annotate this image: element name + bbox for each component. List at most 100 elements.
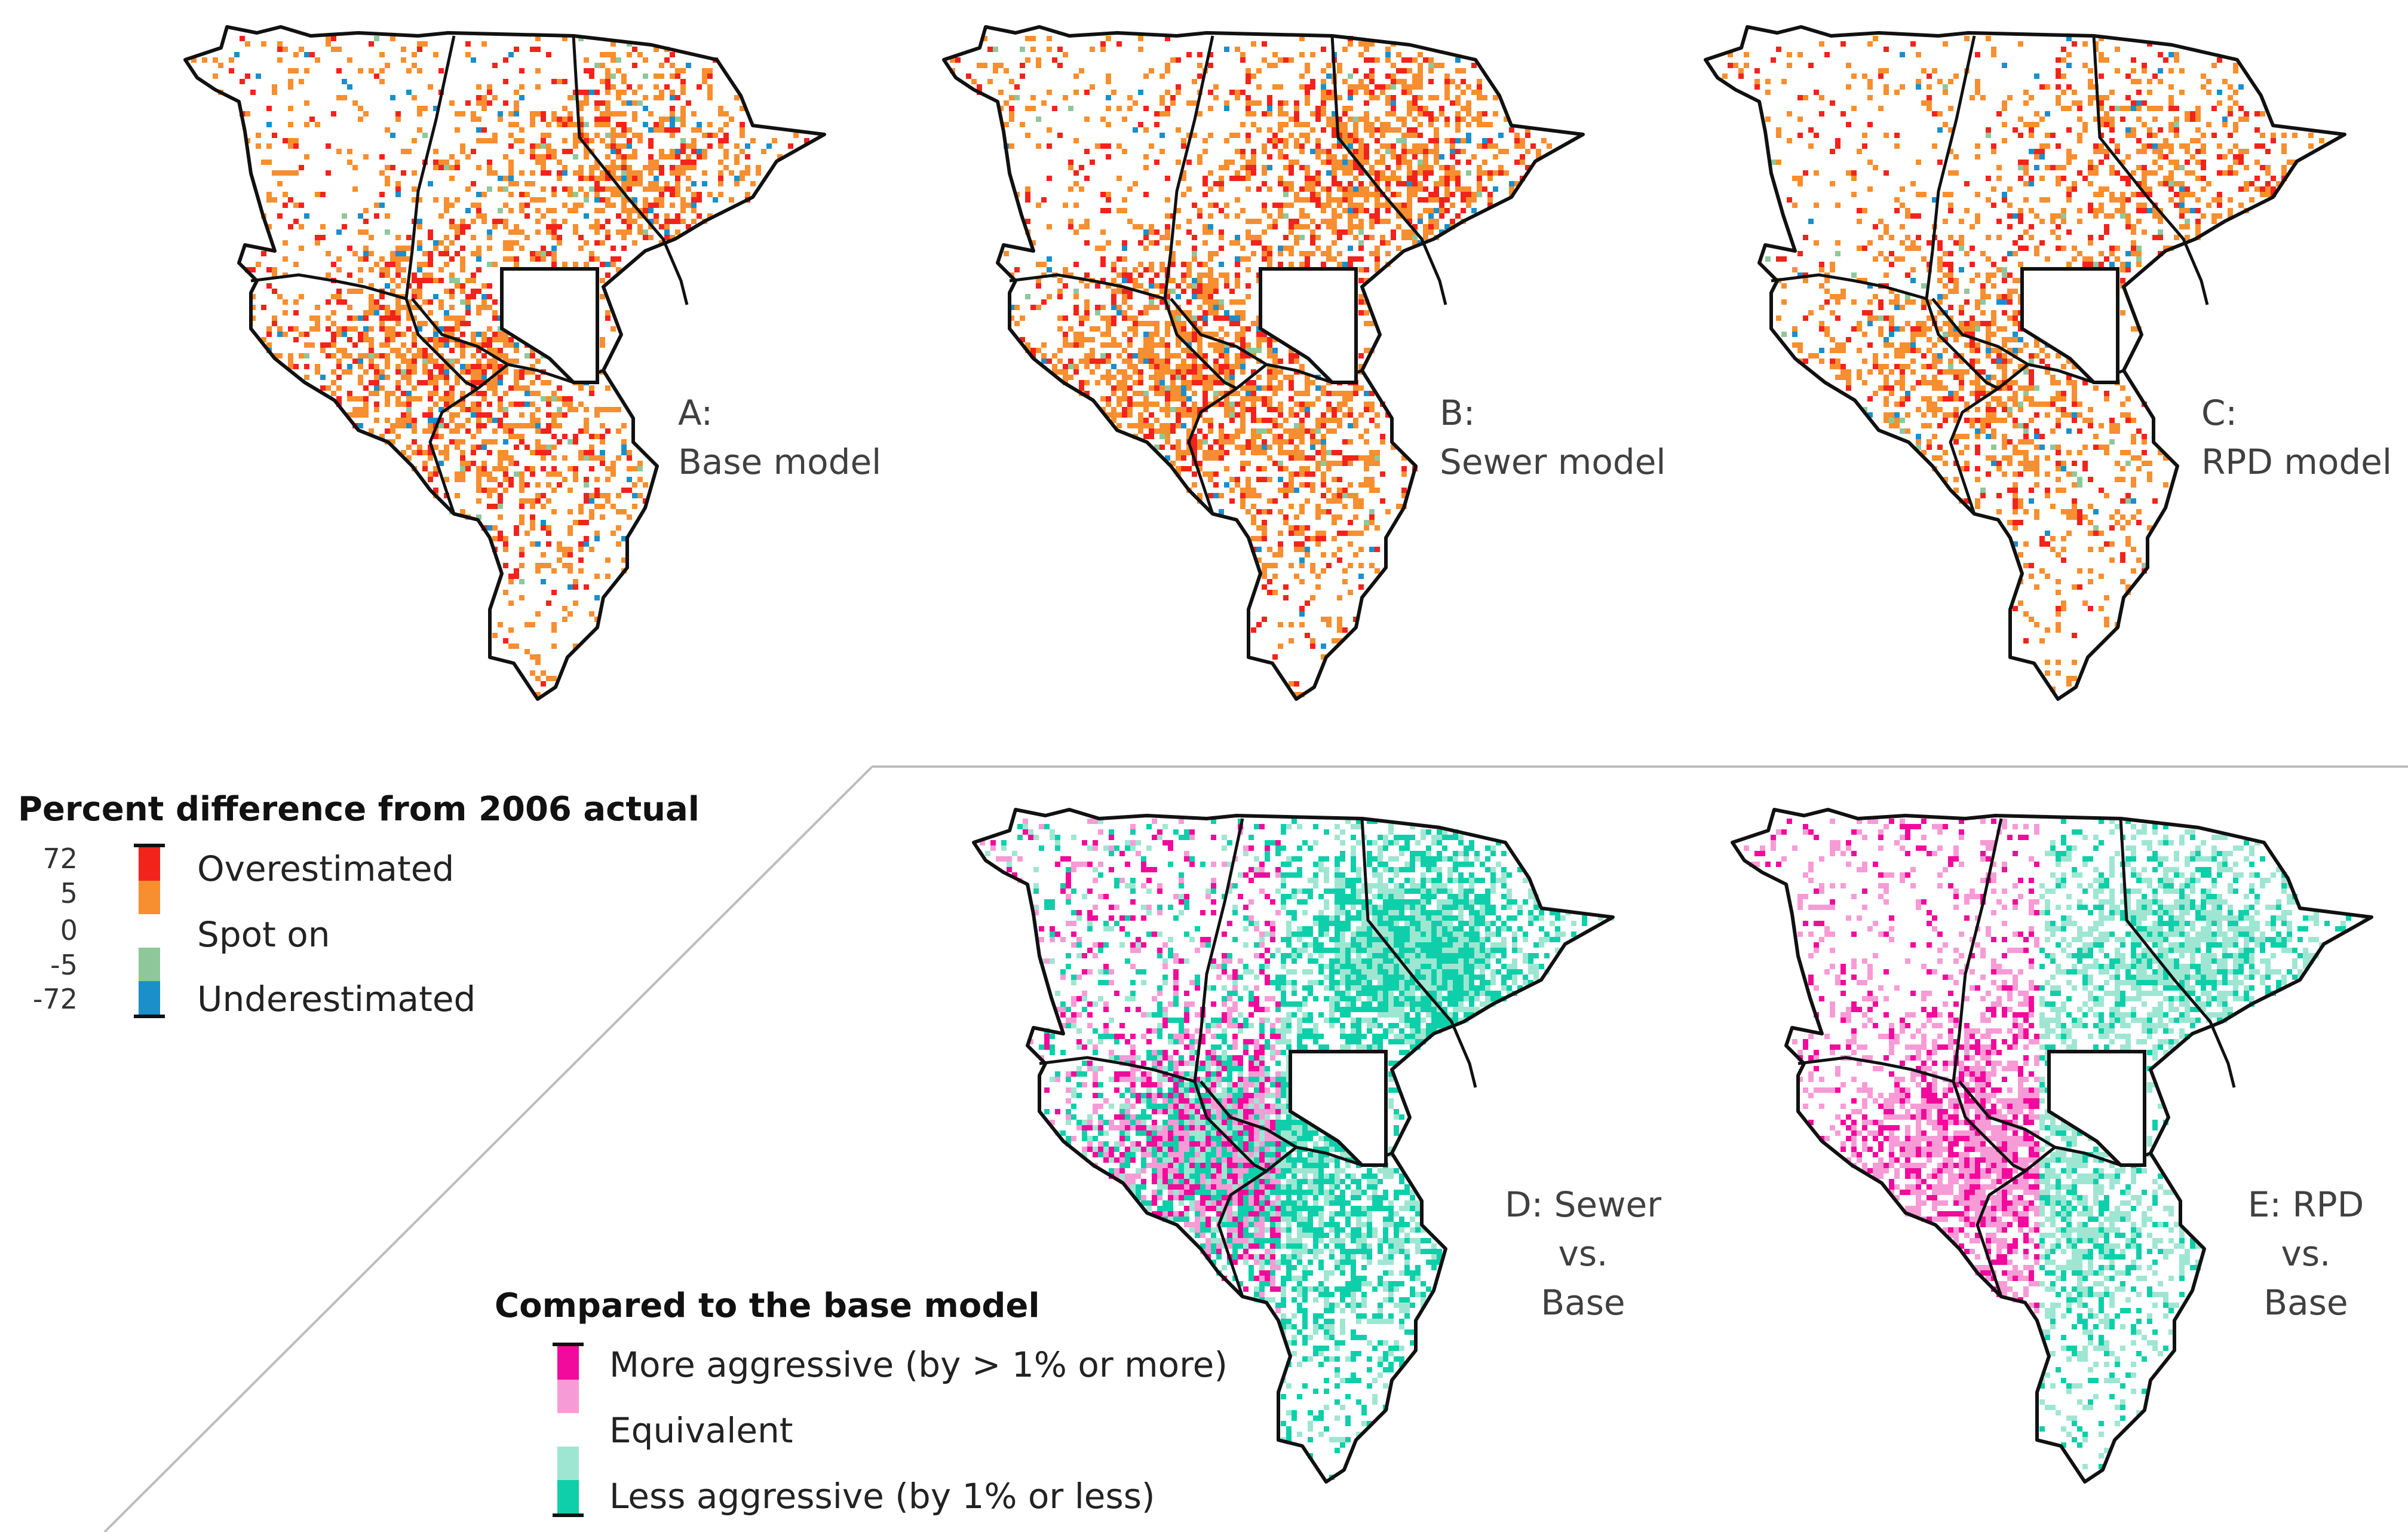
- map-cell: [1321, 160, 1326, 165]
- map-cell: [1916, 160, 1921, 165]
- map-cell: [1439, 213, 1444, 219]
- map-cell: [1122, 267, 1127, 272]
- map-cell: [1299, 557, 1305, 563]
- map-cell: [1106, 36, 1111, 41]
- map-cell: [621, 445, 627, 450]
- map-cell: [1289, 251, 1294, 256]
- map-cell: [476, 117, 481, 122]
- map-cell: [1138, 380, 1143, 385]
- map-cell: [1337, 595, 1342, 600]
- map-cell: [675, 68, 680, 73]
- map-cell: [1106, 375, 1111, 380]
- map-cell: [261, 41, 266, 47]
- map-cell: [266, 192, 272, 197]
- map-cell: [594, 455, 600, 461]
- map-cell: [2195, 117, 2201, 122]
- map-cell: [1332, 520, 1337, 525]
- map-cell: [1111, 391, 1116, 396]
- map-cell: [428, 396, 433, 402]
- map-cell: [2168, 181, 2174, 186]
- map-cell: [1122, 412, 1127, 418]
- map-cell: [541, 428, 546, 434]
- map-cell: [1186, 407, 1192, 412]
- map-cell: [390, 348, 395, 353]
- map-cell: [2185, 192, 2190, 197]
- map-cell: [600, 52, 605, 57]
- map-cell: [449, 315, 455, 321]
- map-cell: [2158, 149, 2163, 154]
- map-cell: [1116, 143, 1122, 149]
- map-cell: [487, 186, 492, 192]
- map-cell: [347, 272, 352, 278]
- map-cell: [1256, 622, 1262, 627]
- map-cell: [2179, 203, 2185, 208]
- map-cell: [1884, 170, 1889, 176]
- map-cell: [1203, 353, 1208, 359]
- map-cell: [1262, 203, 1267, 208]
- map-cell: [707, 213, 713, 219]
- map-cell: [1219, 509, 1224, 514]
- map-cell: [395, 299, 401, 305]
- map-cell: [1353, 423, 1358, 428]
- map-cell: [1176, 375, 1181, 380]
- map-cell: [2195, 176, 2201, 181]
- map-cell: [1299, 622, 1305, 627]
- map-cell: [1154, 321, 1159, 326]
- map-cell: [487, 90, 492, 95]
- map-cell: [1100, 332, 1106, 337]
- map-cell: [616, 186, 621, 192]
- map-cell: [541, 154, 546, 160]
- map-cell: [1412, 133, 1418, 138]
- map-cell: [433, 52, 438, 57]
- map-cell: [1294, 531, 1299, 536]
- map-cell: [1482, 143, 1487, 149]
- map-cell: [1262, 57, 1267, 63]
- map-cell: [1455, 100, 1461, 106]
- map-cell: [1310, 251, 1315, 256]
- map-cell: [1036, 117, 1041, 122]
- map-cell: [444, 262, 449, 267]
- map-cell: [1477, 122, 1482, 127]
- map-cell: [1412, 149, 1418, 154]
- map-cell: [460, 455, 465, 461]
- map-cell: [374, 262, 379, 267]
- map-cell: [1208, 375, 1213, 380]
- map-cell: [1149, 305, 1154, 310]
- map-cell: [1289, 262, 1294, 267]
- map-cell: [1073, 289, 1079, 294]
- map-cell: [320, 348, 326, 353]
- map-cell: [971, 79, 977, 84]
- map-cell: [336, 68, 342, 73]
- map-cell: [1455, 170, 1461, 176]
- map-cell: [395, 267, 401, 272]
- map-cell: [331, 353, 336, 359]
- map-cell: [476, 418, 481, 423]
- map-cell: [627, 127, 632, 133]
- map-cell: [1283, 246, 1289, 251]
- map-cell: [1375, 412, 1380, 418]
- map-cell: [1240, 326, 1246, 332]
- map-cell: [1246, 176, 1251, 181]
- map-cell: [1321, 445, 1326, 450]
- map-cell: [745, 170, 750, 176]
- map-cell: [428, 455, 433, 461]
- map-cell: [584, 57, 589, 63]
- map-cell: [568, 192, 573, 197]
- map-cell: [1326, 509, 1332, 514]
- map-cell: [1133, 315, 1138, 321]
- map-cell: [605, 235, 611, 240]
- map-cell: [1246, 353, 1251, 359]
- map-cell: [422, 41, 428, 47]
- map-cell: [1305, 181, 1310, 186]
- map-cell: [444, 423, 449, 428]
- map-cell: [1213, 380, 1219, 385]
- map-cell: [1471, 90, 1477, 95]
- map-cell: [2039, 176, 2045, 181]
- map-cell: [1444, 73, 1450, 79]
- map-cell: [1262, 536, 1267, 541]
- map-cell: [530, 149, 535, 154]
- map-cell: [1186, 52, 1192, 57]
- map-cell: [1315, 461, 1321, 466]
- map-cell: [1803, 170, 1808, 176]
- map-cell: [621, 246, 627, 251]
